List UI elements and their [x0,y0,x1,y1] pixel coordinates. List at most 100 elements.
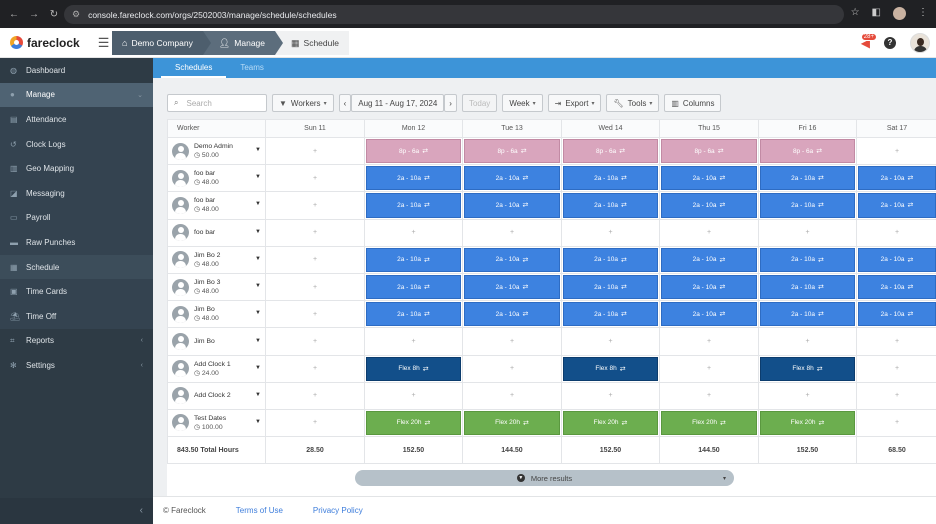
add-shift-button[interactable]: + [758,218,857,247]
star-icon[interactable]: ☆ [850,7,860,18]
export-button[interactable]: ⇥ Export ▾ [547,94,602,112]
caret-down-icon[interactable]: ▼ [255,310,261,317]
shift-block[interactable]: 2a - 10a ⇄ [760,274,855,300]
add-shift-button[interactable]: + [659,354,759,383]
sidebar-item-reports[interactable]: ⌗ Reports ‹ [10,335,143,346]
help-icon[interactable]: ? [884,37,896,49]
menu-icon[interactable]: ⋮ [918,7,928,18]
caret-down-icon[interactable]: ▼ [255,229,261,236]
shift-block[interactable]: 2a - 10a ⇄ [563,166,658,191]
shift-block[interactable]: 2a - 10a ⇄ [366,247,461,272]
profile-icon[interactable] [893,7,906,20]
sidebar-item-time-cards[interactable]: ▣ Time Cards [0,279,153,304]
sidebar-item-raw-punches[interactable]: ▬ Raw Punches [0,230,153,255]
shift-block[interactable]: 2a - 10a ⇄ [563,247,658,272]
terms-link[interactable]: Terms of Use [235,506,283,515]
columns-button[interactable]: ▥ Columns [664,94,722,112]
add-shift-button[interactable]: + [265,136,365,166]
caret-down-icon[interactable]: ▼ [255,147,261,154]
add-shift-button[interactable]: + [265,164,365,193]
next-week-button[interactable]: › [444,94,457,112]
sidebar-item-clock-logs[interactable]: ↺ Clock Logs [0,131,153,157]
sidebar-item-geo-mapping[interactable]: ▥ Geo Mapping [0,156,153,181]
add-shift-button[interactable]: + [659,327,759,356]
shift-block[interactable]: 8p - 6a ⇄ [464,139,560,164]
worker-cell[interactable]: Test Dates ◷ 100.00 ▼ [167,408,266,438]
add-shift-button[interactable]: + [265,327,365,356]
shift-block[interactable]: 2a - 10a ⇄ [563,274,658,300]
breadcrumb-company[interactable]: ⌂ Demo Company [112,31,211,55]
shift-block[interactable]: 2a - 10a ⇄ [760,247,855,272]
shift-block[interactable]: 8p - 6a ⇄ [661,139,757,164]
extensions-icon[interactable]: ◧ [871,7,881,18]
add-shift-button[interactable]: + [265,408,365,438]
view-select[interactable]: Week ▾ [502,94,543,112]
worker-cell[interactable]: Jim Bo 2 ◷ 48.00 ▼ [167,245,266,274]
add-shift-button[interactable]: + [856,136,936,166]
sidebar-item-payroll[interactable]: ▭ Payroll [0,205,153,231]
more-results-button[interactable]: ▼ More results ▾ [355,470,734,486]
breadcrumb-schedule[interactable]: ▦ Schedule [275,31,349,55]
sidebar-item-manage[interactable]: ● Manage ⌄ [0,82,153,108]
shift-block[interactable]: 2a - 10a ⇄ [464,166,560,191]
shift-block[interactable]: 2a - 10a ⇄ [661,247,757,272]
sidebar-item-dashboard[interactable]: ◍ Dashboard [10,65,66,75]
shift-block[interactable]: 2a - 10a ⇄ [661,302,757,327]
shift-block[interactable]: 2a - 10a ⇄ [760,193,855,218]
add-shift-button[interactable]: + [462,381,562,410]
worker-cell[interactable]: foo bar ◷ 48.00 ▼ [167,164,266,193]
shift-block[interactable]: Flex 8h ⇄ [366,356,461,381]
notifications-button[interactable]: ◀ 28+ [860,33,877,50]
tab-schedules[interactable]: Schedules [161,58,227,78]
add-shift-button[interactable]: + [856,218,936,247]
shift-block[interactable]: Flex 20h ⇄ [661,410,757,436]
add-shift-button[interactable]: + [856,327,936,356]
add-shift-button[interactable]: + [364,218,463,247]
shift-block[interactable]: 2a - 10a ⇄ [464,247,560,272]
sidebar-item-time-off[interactable]: ⛱ Time Off [0,303,153,329]
shift-block[interactable]: 2a - 10a ⇄ [366,302,461,327]
workers-filter-button[interactable]: ▼ Workers ▾ [272,94,334,112]
shift-block[interactable]: Flex 20h ⇄ [760,410,855,436]
shift-block[interactable]: 8p - 6a ⇄ [760,139,855,164]
forward-icon[interactable]: → [29,8,39,20]
shift-block[interactable]: 2a - 10a ⇄ [563,193,658,218]
add-shift-button[interactable]: + [758,381,857,410]
shift-block[interactable]: 2a - 10a ⇄ [464,274,560,300]
caret-down-icon[interactable]: ▼ [255,201,261,208]
shift-block[interactable]: 2a - 10a ⇄ [858,274,936,300]
prev-week-button[interactable]: ‹ [338,94,352,112]
add-shift-button[interactable]: + [561,327,660,356]
shift-block[interactable]: 2a - 10a ⇄ [366,274,461,300]
shift-block[interactable]: Flex 20h ⇄ [366,410,461,436]
add-shift-button[interactable]: + [364,327,463,356]
hamburger-icon[interactable]: ☰ [97,34,110,50]
worker-cell[interactable]: Add Clock 1 ◷ 24.00 ▼ [167,354,266,383]
logo[interactable]: fareclock [10,36,80,50]
sidebar-collapse-button[interactable]: ‹ [0,498,153,524]
shift-block[interactable]: 2a - 10a ⇄ [464,302,560,327]
shift-block[interactable]: 2a - 10a ⇄ [661,274,757,300]
privacy-link[interactable]: Privacy Policy [312,506,363,515]
shift-block[interactable]: 8p - 6a ⇄ [366,139,461,164]
worker-cell[interactable]: Add Clock 2 ▼ [167,381,266,410]
sidebar-item-schedule[interactable]: ▦ Schedule [0,254,153,280]
worker-cell[interactable]: foo bar ▼ [167,218,266,247]
add-shift-button[interactable]: + [265,300,365,329]
reload-icon[interactable]: ↻ [49,8,59,20]
sidebar-item-messaging[interactable]: ◪ Messaging [0,180,153,206]
add-shift-button[interactable]: + [462,218,562,247]
worker-cell[interactable]: Demo Admin ◷ 50.00 ▼ [167,136,266,166]
date-range-button[interactable]: Aug 11 - Aug 17, 2024 [351,94,445,112]
add-shift-button[interactable]: + [265,381,365,410]
sidebar-item-settings[interactable]: ✻ Settings ‹ [10,360,143,370]
shift-block[interactable]: 2a - 10a ⇄ [858,302,936,327]
shift-block[interactable]: 8p - 6a ⇄ [563,139,658,164]
caret-down-icon[interactable]: ▼ [255,174,261,181]
address-bar[interactable]: ⚙ console.fareclock.com/orgs/2502003/man… [64,5,844,24]
add-shift-button[interactable]: + [462,327,562,356]
add-shift-button[interactable]: + [856,354,936,383]
site-info-icon[interactable]: ⚙ [72,9,81,19]
shift-block[interactable]: 2a - 10a ⇄ [366,193,461,218]
add-shift-button[interactable]: + [265,272,365,302]
